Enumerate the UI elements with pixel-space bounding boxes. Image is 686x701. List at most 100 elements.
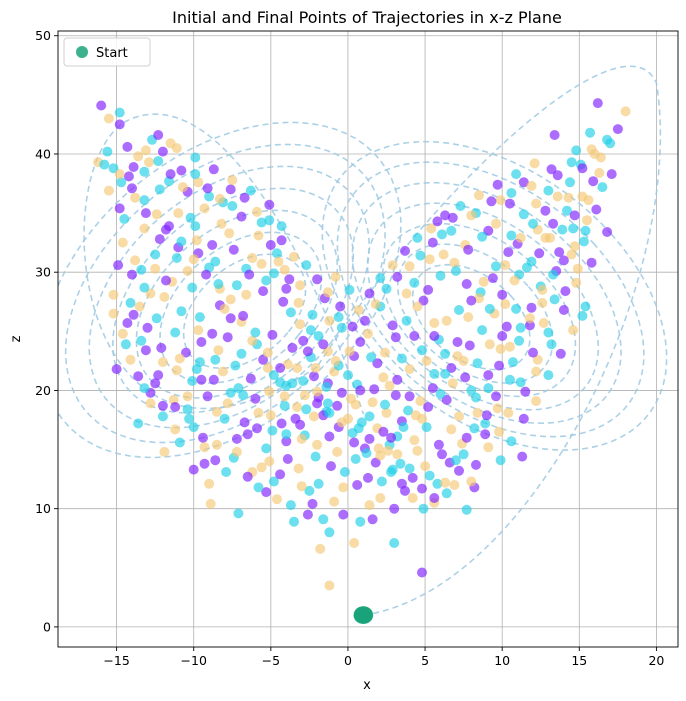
final-point [190,221,201,232]
final-point [563,192,574,203]
final-point [492,179,503,190]
final-point [433,439,444,450]
final-point [381,283,392,294]
final-point [577,310,588,321]
final-point [495,455,506,466]
final-point [196,374,207,385]
final-point [591,204,602,215]
grid-lines [58,31,678,647]
final-point [188,464,199,475]
final-point [236,348,247,359]
final-point [390,390,401,401]
final-point [231,280,242,291]
final-point [450,455,461,466]
final-point [276,221,287,232]
y-tick-label: 0 [43,619,51,634]
final-point [506,230,517,241]
final-point [409,435,420,446]
final-point [171,365,182,376]
final-point [256,217,267,228]
trajectory-path [135,209,339,399]
final-point [494,360,505,371]
final-point [417,345,427,356]
final-point [412,301,423,312]
final-point [367,514,378,525]
final-point [219,413,230,424]
final-point [571,277,582,288]
final-point [312,439,323,450]
final-point [140,345,151,356]
final-point [518,209,529,220]
final-point [460,372,471,383]
final-point [258,354,269,365]
final-point [333,312,344,323]
final-point [236,211,247,222]
final-point [437,229,447,240]
final-point [407,472,418,483]
final-point [404,364,415,375]
final-point [463,312,474,323]
final-point [125,297,136,308]
final-point [279,400,290,411]
final-point [318,514,329,525]
final-point [449,480,460,490]
final-point [156,342,167,353]
final-point [227,201,238,211]
final-point [330,271,341,282]
final-point [384,380,395,391]
final-point [500,299,511,310]
final-point [151,313,162,324]
final-point [504,374,515,385]
final-point [449,257,460,268]
final-point [404,463,415,474]
final-point [307,309,318,320]
final-point [139,223,150,234]
final-point [565,177,575,188]
final-point [480,429,491,440]
final-point [139,282,150,293]
final-point [103,113,114,124]
x-axis-ticks: −15 −10 −5 0 5 10 15 20 [103,647,664,668]
final-point [261,487,272,498]
final-point [190,152,201,163]
final-point [380,347,390,358]
final-point [211,439,222,450]
final-point [474,293,484,304]
final-point [540,205,551,216]
x-tick-label: −15 [103,653,129,668]
final-point [173,208,184,219]
final-point [285,307,296,318]
final-point [423,284,434,295]
final-point [113,260,124,271]
final-point [375,450,386,461]
final-point [133,371,144,382]
final-point [157,411,168,422]
final-point [461,432,472,443]
final-point [484,339,495,350]
final-point [262,363,273,373]
final-point [324,431,335,442]
final-point [302,509,313,520]
final-point [102,146,113,157]
x-tick-label: 0 [344,653,352,668]
final-point [446,363,457,373]
final-point [208,164,219,175]
final-point [295,280,306,291]
trajectory-path [111,187,355,414]
final-point [537,284,548,295]
y-axis-ticks: 0 10 20 30 40 50 [35,28,58,634]
final-point [265,410,276,421]
final-point [310,451,321,462]
final-point [569,241,580,252]
final-point [545,232,555,243]
final-point [343,413,353,424]
final-point [307,498,318,509]
final-point [520,386,531,397]
final-point [204,191,215,202]
final-point [511,303,522,314]
final-point [495,195,506,206]
trajectory-path [83,113,365,415]
x-tick-label: 10 [494,653,510,668]
final-point [117,328,128,339]
final-point [375,493,386,503]
